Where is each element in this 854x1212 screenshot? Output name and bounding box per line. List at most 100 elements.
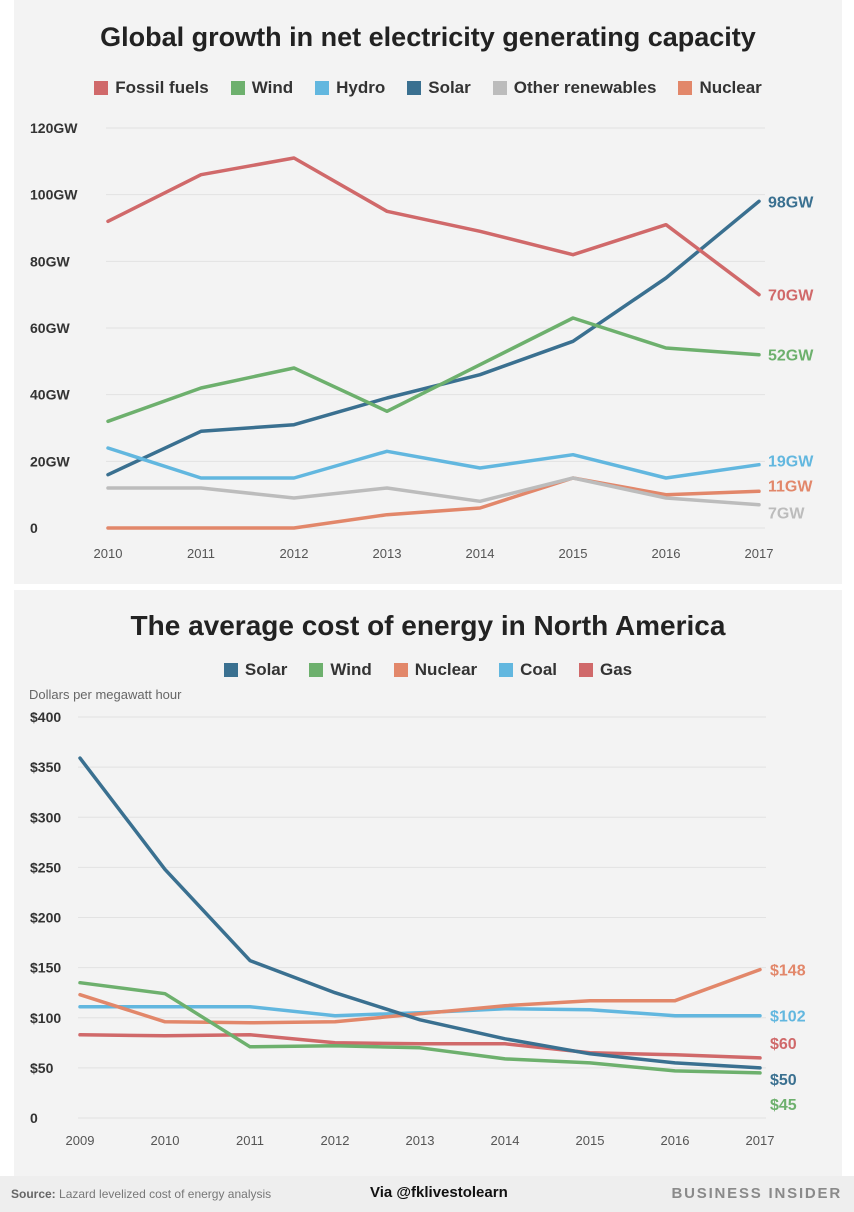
chart-legend: Solar Wind Nuclear Coal Gas [14,660,842,680]
y-tick-label: 120GW [30,120,78,136]
chart-legend: Fossil fuels Wind Hydro Solar Other renewabl… [14,78,842,98]
x-tick-label: 2014 [491,1133,520,1148]
end-value-label: 98GW [768,194,814,211]
capacity-line-chart: 0 20GW 40GW 60GW 80GW 100GW 120GW 2010 2011 2012 2… [30,120,814,561]
y-tick-label: 40GW [30,387,70,403]
legend-item: Other renewables [492,78,657,98]
legend-label: Gas [600,660,633,679]
chart-title: Global growth in net electricity generat… [100,22,756,52]
series-line-wind [106,316,761,424]
y-tick-label: $200 [30,910,61,926]
x-tick-label: 2017 [745,546,774,561]
legend-swatch [499,663,514,677]
legend-label: Solar [244,660,288,679]
series-line-nuclear [106,476,761,530]
legend-swatch [492,81,507,95]
legend-item: Wind [230,78,294,98]
x-tick-label: 2011 [236,1133,264,1148]
legend-item: Solar [223,660,288,680]
legend-swatch [407,81,422,95]
legend-item: Hydro [315,78,385,98]
legend-swatch [230,81,245,95]
y-tick-label: 0 [30,1110,38,1126]
y-tick-label: 80GW [30,253,70,269]
source-label: Source: [11,1187,56,1201]
x-tick-label: 2009 [66,1133,95,1148]
legend-label: Other renewables [513,78,657,97]
y-tick-label: 100GW [30,187,78,203]
legend-swatch [678,81,693,95]
chart-title: The average cost of energy in North Amer… [130,610,726,641]
series-line-solar [78,756,762,1070]
legend-swatch [309,663,324,677]
legend-swatch [94,81,109,95]
x-tick-label: 2012 [321,1133,350,1148]
x-tick-label: 2015 [576,1133,605,1148]
x-tick-label: 2011 [187,546,215,561]
legend-label: Wind [330,660,372,679]
y-tick-label: $50 [30,1060,54,1076]
legend-label: Wind [251,78,294,97]
legend-item: Wind [309,660,372,680]
y-axis-label: Dollars per megawatt hour [29,687,182,702]
x-tick-label: 2010 [94,546,123,561]
cost-line-chart: 0 $50 $100 $150 $200 $250 $300 $350 $400 2009 2010… [30,709,806,1148]
series-line-solar [106,199,761,477]
x-tick-label: 2015 [559,546,588,561]
legend-item: Solar [407,78,471,98]
x-tick-label: 2016 [652,546,681,561]
capacity-chart-panel: Global growth in net electricity generat… [14,0,842,584]
y-tick-label: $400 [30,709,61,725]
legend-swatch [393,663,408,677]
legend-label: Hydro [336,78,386,97]
end-value-label: $60 [770,1036,797,1053]
credit-text: Via @fklivestolearn [370,1184,508,1201]
end-value-label: $102 [770,1009,806,1026]
legend-label: Nuclear [699,78,762,97]
legend-item: Coal [499,660,557,680]
series-line-nuclear [78,967,762,1025]
y-tick-label: $250 [30,859,61,875]
series-line-other-renewables [106,476,761,507]
legend-item: Nuclear [678,78,762,98]
end-value-label: 52GW [768,348,814,365]
series-line-wind [78,980,762,1075]
x-tick-label: 2013 [406,1133,435,1148]
y-tick-label: $150 [30,960,61,976]
end-value-label: $45 [770,1097,797,1114]
legend-label: Coal [520,660,557,679]
end-value-label: $148 [770,963,806,980]
end-value-label: 70GW [768,288,814,305]
end-value-label: 11GW [768,478,813,495]
cost-chart-panel: The average cost of energy in North Amer… [14,590,842,1176]
source-text: Lazard levelized cost of energy analysis [59,1187,272,1201]
legend-label: Fossil fuels [115,78,209,97]
x-tick-label: 2012 [280,546,309,561]
x-tick-label: 2013 [373,546,402,561]
y-tick-label: $300 [30,809,61,825]
legend-label: Nuclear [414,660,478,679]
end-value-label: 7GW [768,506,805,523]
footer: Source: Lazard levelized cost of energy … [0,1176,854,1212]
series-line-hydro [106,446,761,480]
legend-swatch [579,663,593,677]
source-note: Source: Lazard levelized cost of energy … [11,1187,271,1201]
series-line-fossil-fuels [106,156,761,297]
legend-label: Solar [428,78,471,97]
y-tick-label: 20GW [30,453,70,469]
y-tick-label: 0 [30,520,38,536]
end-value-label: $50 [770,1072,797,1089]
legend-swatch [315,81,330,95]
y-tick-label: $350 [30,759,61,775]
y-tick-label: 60GW [30,320,70,336]
legend-item: Nuclear [393,660,478,680]
end-value-label: 19GW [768,454,814,471]
x-tick-label: 2016 [661,1133,690,1148]
legend-swatch [223,663,238,677]
series-line-gas [78,1033,762,1060]
legend-item: Fossil fuels [94,78,209,98]
x-tick-label: 2010 [151,1133,180,1148]
x-tick-label: 2014 [466,546,495,561]
y-tick-label: $100 [30,1010,61,1026]
brand-logo: BUSINESS INSIDER [671,1185,842,1202]
